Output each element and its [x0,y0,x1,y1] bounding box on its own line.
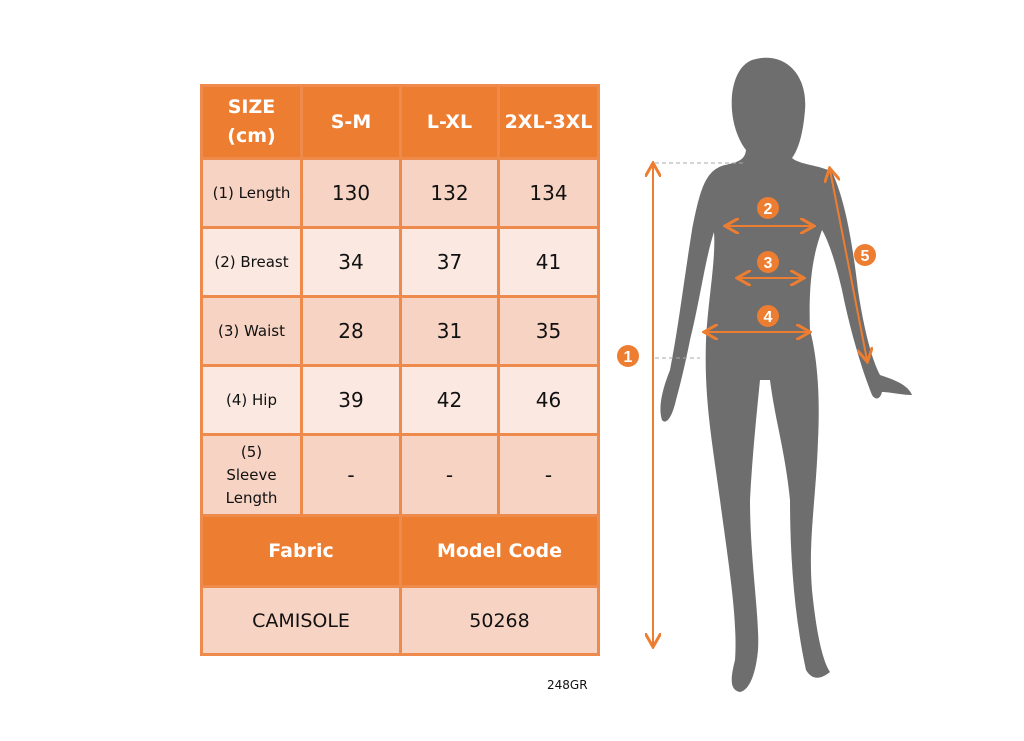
header-row: SIZE (cm) S-M L-XL 2XL-3XL [200,84,600,160]
sleeve-arrow [830,170,867,360]
cell: 132 [399,157,500,229]
woman-silhouette [660,57,912,693]
cell: 130 [300,157,402,229]
body-measurement-figure: 1 2 3 4 5 [617,57,912,693]
marker-4: 4 [757,305,779,327]
row-label: (1) Length [200,157,303,229]
svg-text:5: 5 [861,248,870,265]
row-label: (3) Waist [200,295,303,367]
cell: 42 [399,364,500,436]
cell: 46 [497,364,600,436]
fabric-header: Fabric [200,514,402,588]
cell: - [300,433,402,517]
footer-value-row: CAMISOLE 50268 [200,585,600,656]
header-2xl-3xl: 2XL-3XL [497,84,600,160]
header-size: SIZE (cm) [200,84,303,160]
table-row: (3) Waist 28 31 35 [200,295,600,367]
svg-text:3: 3 [764,255,773,272]
marker-2: 2 [757,197,779,219]
row-label: (5) Sleeve Length [200,433,303,517]
fabric-value: CAMISOLE [200,585,402,656]
cell: 39 [300,364,402,436]
table-row: (4) Hip 39 42 46 [200,364,600,436]
cell: 28 [300,295,402,367]
row-label: (2) Breast [200,226,303,298]
cell: 34 [300,226,402,298]
marker-5: 5 [854,244,876,266]
row-label: (4) Hip [200,364,303,436]
svg-text:4: 4 [764,309,773,326]
marker-3: 3 [757,251,779,273]
product-code: 248GR [547,678,588,692]
cell: 35 [497,295,600,367]
size-chart-table: SIZE (cm) S-M L-XL 2XL-3XL (1) Length 13… [200,84,600,656]
table-row: (2) Breast 34 37 41 [200,226,600,298]
cell: 41 [497,226,600,298]
footer-header-row: Fabric Model Code [200,514,600,588]
marker-1: 1 [617,345,639,367]
header-s-m: S-M [300,84,402,160]
cell: - [399,433,500,517]
table-row: (1) Length 130 132 134 [200,157,600,229]
table-row: (5) Sleeve Length - - - [200,433,600,517]
svg-text:2: 2 [764,201,773,218]
svg-text:1: 1 [624,349,633,366]
model-code-header: Model Code [399,514,600,588]
header-l-xl: L-XL [399,84,500,160]
cell: 37 [399,226,500,298]
cell: - [497,433,600,517]
cell: 31 [399,295,500,367]
cell: 134 [497,157,600,229]
model-code-value: 50268 [399,585,600,656]
